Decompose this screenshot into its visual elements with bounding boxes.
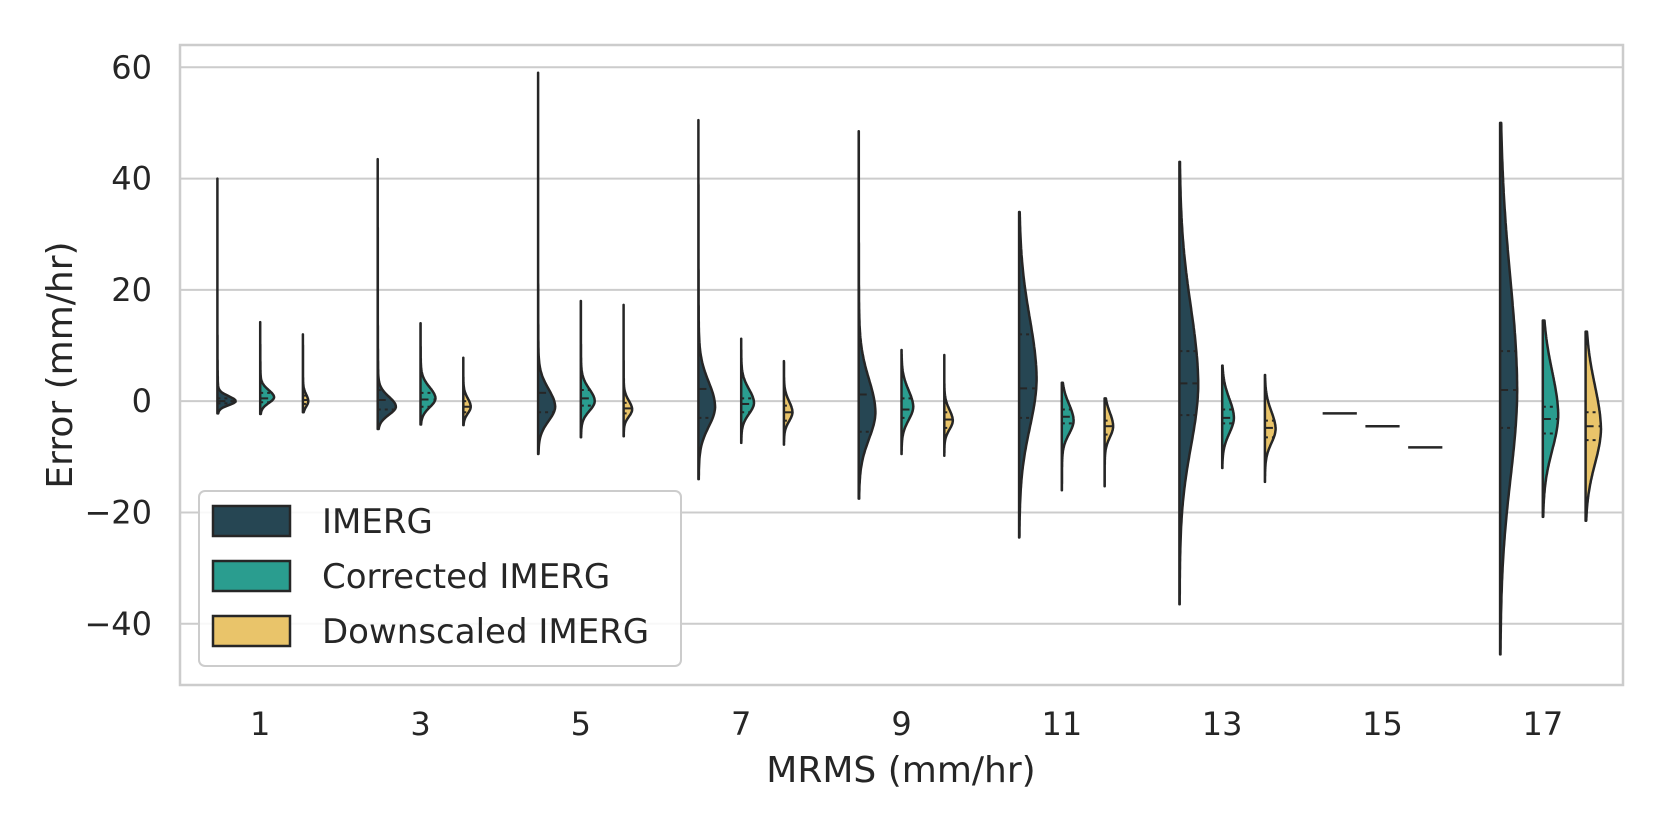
violin-corrected-imerg-7 [739, 337, 756, 445]
y-tick-label: 60 [111, 48, 152, 86]
legend-swatch-downscaled-imerg [211, 614, 292, 648]
violin-body [258, 320, 276, 416]
violin-body [462, 356, 472, 427]
y-tick-label: 40 [111, 160, 152, 198]
plot-frame [178, 43, 1625, 687]
violin-downscaled-imerg-9 [943, 353, 955, 457]
violin-imerg-5 [536, 71, 557, 456]
violin-imerg-17 [1498, 121, 1519, 656]
violin-downscaled-imerg-3 [462, 356, 472, 427]
violin-imerg-13 [1178, 160, 1200, 606]
violin-body [1017, 210, 1038, 539]
violin-imerg-9 [857, 130, 877, 500]
x-axis-ticks: 1 3 5 7 9 11 13 15 17 [250, 705, 1563, 743]
violin-body [419, 322, 437, 426]
x-tick-label: 7 [731, 705, 751, 743]
violin-body [376, 157, 398, 431]
y-axis-ticks: 60 40 20 0 −20 −40 [84, 48, 152, 643]
violin-body [697, 118, 717, 481]
violin-plot-area [216, 71, 1603, 656]
x-tick-label: 11 [1041, 705, 1082, 743]
violin-imerg-1 [216, 177, 237, 415]
violin-corrected-imerg-17 [1541, 319, 1560, 519]
violin-corrected-imerg-9 [900, 348, 915, 456]
x-tick-label: 13 [1202, 705, 1243, 743]
violin-body [216, 177, 237, 415]
y-tick-label: 20 [111, 271, 152, 309]
violin-body [1220, 364, 1236, 470]
y-axis-label: Error (mm/hr) [40, 241, 81, 488]
violin-body [1178, 160, 1200, 606]
y-tick-label: −40 [84, 605, 152, 643]
violin-downscaled-imerg-1 [301, 333, 310, 414]
violin-corrected-imerg-1 [258, 320, 276, 416]
violin-body [1498, 121, 1519, 656]
x-tick-label: 1 [250, 705, 270, 743]
violin-imerg-7 [697, 118, 717, 481]
violin-corrected-imerg-11 [1060, 381, 1075, 492]
violin-downscaled-imerg-5 [622, 303, 634, 438]
violin-imerg-3 [376, 157, 398, 431]
x-tick-label: 15 [1362, 705, 1403, 743]
violin-downscaled-imerg-17 [1584, 330, 1603, 523]
violin-corrected-imerg-5 [579, 299, 596, 439]
x-tick-label: 17 [1522, 705, 1563, 743]
y-tick-label: −20 [84, 493, 152, 531]
legend-swatch-imerg [211, 504, 292, 538]
violin-body [857, 130, 877, 500]
x-tick-label: 3 [410, 705, 430, 743]
legend: IMERG Corrected IMERG Downscaled IMERG [198, 490, 682, 667]
legend-label-imerg: IMERG [322, 502, 433, 542]
x-tick-label: 5 [571, 705, 591, 743]
violin-corrected-imerg-3 [419, 322, 437, 426]
violin-body [536, 71, 557, 456]
violin-body [1060, 381, 1075, 492]
y-tick-label: 0 [132, 382, 152, 420]
violin-corrected-imerg-13 [1220, 364, 1236, 470]
legend-swatch-corrected-imerg [211, 559, 292, 593]
x-tick-label: 9 [891, 705, 911, 743]
legend-frame [198, 490, 682, 667]
violin-imerg-11 [1017, 210, 1038, 539]
violin-body [579, 299, 596, 439]
violin-body [739, 337, 756, 445]
violin-body [943, 353, 955, 457]
violin-body [1103, 397, 1115, 488]
violin-body [782, 359, 794, 446]
violin-downscaled-imerg-13 [1263, 373, 1277, 484]
violin-downscaled-imerg-11 [1103, 397, 1115, 488]
x-axis-label: MRMS (mm/hr) [766, 750, 1035, 791]
violin-downscaled-imerg-7 [782, 359, 794, 446]
violin-body [622, 303, 634, 438]
legend-label-downscaled-imerg: Downscaled IMERG [322, 612, 649, 652]
violin-body [900, 348, 915, 456]
legend-label-corrected-imerg: Corrected IMERG [322, 557, 610, 597]
